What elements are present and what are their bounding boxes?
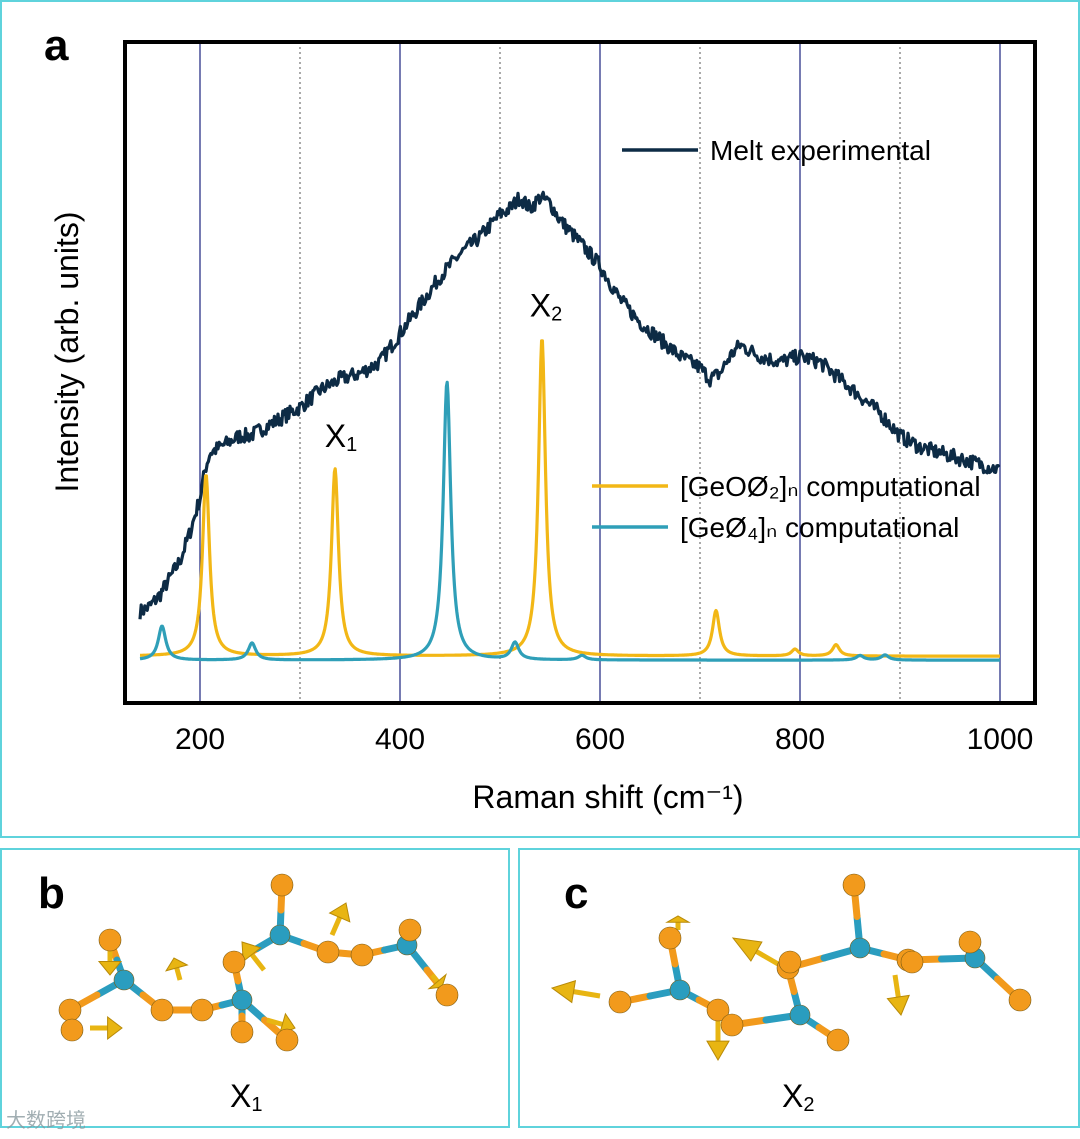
- peak-annotation-sub: 2: [551, 304, 562, 326]
- displacement-arrowhead: [665, 915, 691, 923]
- o-atom: [842, 873, 866, 897]
- x1-mode-sub: 1: [251, 1094, 263, 1116]
- panel-c-label: c: [564, 869, 589, 918]
- x2-vibration-structure: [550, 873, 1032, 1061]
- plot-frame: [123, 40, 1037, 705]
- o-atom: [98, 928, 122, 952]
- o-atom: [398, 918, 422, 942]
- displacement-arrow: [573, 989, 601, 999]
- peak-annotation: X2: [530, 288, 562, 326]
- ge-atom: [789, 1004, 811, 1026]
- o-atom: [58, 998, 82, 1022]
- geo4-computational-line: [139, 380, 1001, 662]
- displacement-arrowhead: [706, 1040, 730, 1061]
- ge-atom: [231, 989, 253, 1011]
- legend-label: [GeOØ₂]ₙ computational: [680, 471, 981, 502]
- o-atom: [190, 998, 214, 1022]
- displacement-arrowhead: [886, 994, 910, 1016]
- x2-mode-sub: 2: [803, 1094, 815, 1116]
- o-atom: [150, 998, 174, 1022]
- x-tick-label: 200: [175, 723, 225, 756]
- displacement-arrowhead: [328, 902, 351, 923]
- o-atom: [658, 926, 682, 950]
- displacement-arrow: [249, 953, 266, 972]
- x-axis-label: Raman shift (cm⁻¹): [472, 779, 743, 815]
- o-atom: [958, 930, 982, 954]
- displacement-arrowhead: [731, 937, 763, 962]
- raman-chart: 200 400 600 800 1000 Raman shift (cm⁻¹) Intens…: [49, 40, 1037, 815]
- panel-b-label: b: [38, 869, 65, 918]
- o-atom: [1008, 988, 1032, 1012]
- displacement-arrow: [430, 973, 440, 984]
- o-atom: [60, 1018, 84, 1042]
- o-atom: [900, 950, 924, 974]
- displacement-arrowhead: [97, 961, 123, 976]
- ge-atom: [269, 924, 291, 946]
- displacement-arrow: [174, 967, 183, 981]
- o-atom: [222, 950, 246, 974]
- displacement-arrowhead: [107, 1015, 123, 1041]
- ge-atom: [669, 979, 691, 1001]
- x1-mode-label: X1: [230, 1078, 262, 1115]
- panel-a-label: a: [44, 21, 69, 70]
- displacement-arrow: [329, 916, 342, 937]
- ge-atom: [849, 937, 871, 959]
- x-tick-label: 800: [775, 723, 825, 756]
- x1-mode-letter: X: [230, 1078, 252, 1114]
- o-atom: [316, 940, 340, 964]
- watermark: 大数跨境: [6, 1110, 86, 1132]
- panel-c: c X2: [518, 848, 1080, 1128]
- x-tick-label: 600: [575, 723, 625, 756]
- o-atom: [826, 1028, 850, 1052]
- displacement-arrowhead: [164, 957, 189, 972]
- o-atom: [706, 998, 730, 1022]
- o-atom: [778, 950, 802, 974]
- peak-annotation: X1: [325, 418, 357, 456]
- legend-label: Melt experimental: [710, 135, 931, 166]
- displacement-arrowhead: [241, 941, 262, 963]
- x2-mode-letter: X: [782, 1078, 804, 1114]
- ge-atom: [113, 969, 135, 991]
- panel-b: b X1: [0, 848, 510, 1128]
- x-tick-label: 400: [375, 723, 425, 756]
- x-tick-label: 1000: [967, 723, 1034, 756]
- o-atom: [275, 1028, 299, 1052]
- legend-label: [GeØ₄]ₙ computational: [680, 512, 959, 543]
- melt-experimental-line: [138, 190, 1001, 620]
- o-atom: [350, 943, 374, 967]
- o-atom: [230, 1020, 254, 1044]
- x1-vibration-structure: [58, 873, 459, 1052]
- o-atom: [435, 983, 459, 1007]
- o-atom: [270, 873, 294, 897]
- displacement-arrowhead: [550, 980, 577, 1004]
- o-atom: [608, 990, 632, 1014]
- x2-mode-label: X2: [782, 1078, 814, 1115]
- displacement-arrow: [892, 974, 901, 998]
- peak-annotation-sub: 1: [346, 434, 357, 456]
- displacement-arrow: [266, 1017, 284, 1027]
- y-axis-label: Intensity (arb. units): [49, 212, 85, 493]
- o-atom: [720, 1013, 744, 1037]
